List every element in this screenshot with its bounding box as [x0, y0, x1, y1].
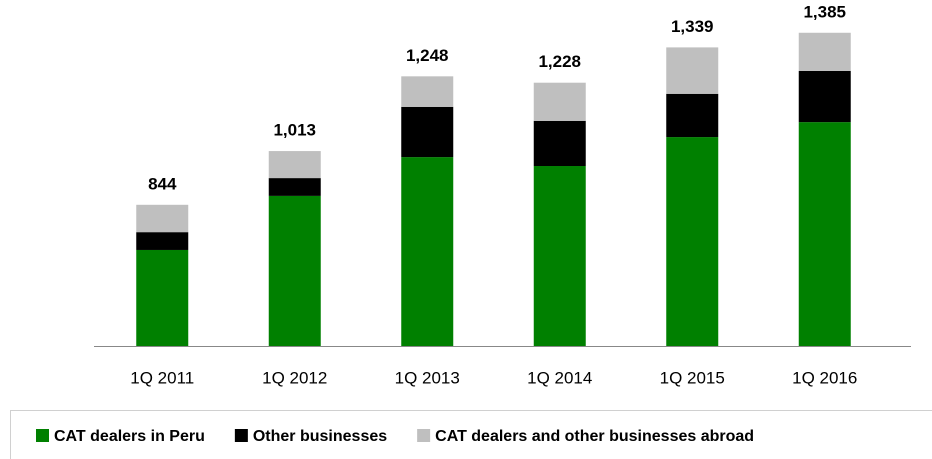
x-tick-label: 1Q 2016 [792, 368, 857, 387]
bar-segment [268, 178, 321, 196]
legend-label: Other businesses [253, 428, 387, 445]
legend-box [10, 410, 932, 459]
bar-segment [798, 70, 851, 123]
bar-segment [136, 232, 189, 250]
bar-segment [401, 157, 454, 346]
total-label: 1,385 [803, 2, 846, 21]
bar-segment [798, 32, 851, 71]
bar-segment [136, 249, 189, 346]
bar-segment [666, 47, 719, 94]
x-tick-label: 1Q 2015 [660, 368, 725, 387]
x-tick-label: 1Q 2014 [527, 368, 592, 387]
legend-swatch [417, 429, 431, 442]
bar-segment [268, 151, 321, 179]
legend-swatch [234, 429, 248, 442]
total-label: 1,339 [671, 17, 714, 36]
bar-segment [533, 120, 586, 167]
bar-segment [666, 137, 719, 346]
x-tick-label: 1Q 2013 [395, 368, 460, 387]
bar-segment [666, 93, 719, 138]
bar-segment [136, 204, 189, 233]
total-label: 1,248 [406, 46, 449, 65]
bar-segment [268, 195, 321, 346]
legend-label: CAT dealers in Peru [54, 428, 205, 445]
x-tick-label: 1Q 2011 [130, 368, 194, 387]
bar-segment [533, 82, 586, 121]
bar-segment [533, 166, 586, 346]
total-label: 844 [148, 174, 177, 193]
total-label: 1,228 [538, 52, 581, 71]
bar-segment [401, 76, 454, 107]
total-label: 1,013 [273, 121, 316, 140]
bar-segment [401, 106, 454, 158]
x-tick-label: 1Q 2012 [262, 368, 327, 387]
legend-label: CAT dealers and other businesses abroad [435, 428, 754, 445]
legend-swatch [36, 429, 49, 442]
bar-segment [798, 122, 851, 347]
